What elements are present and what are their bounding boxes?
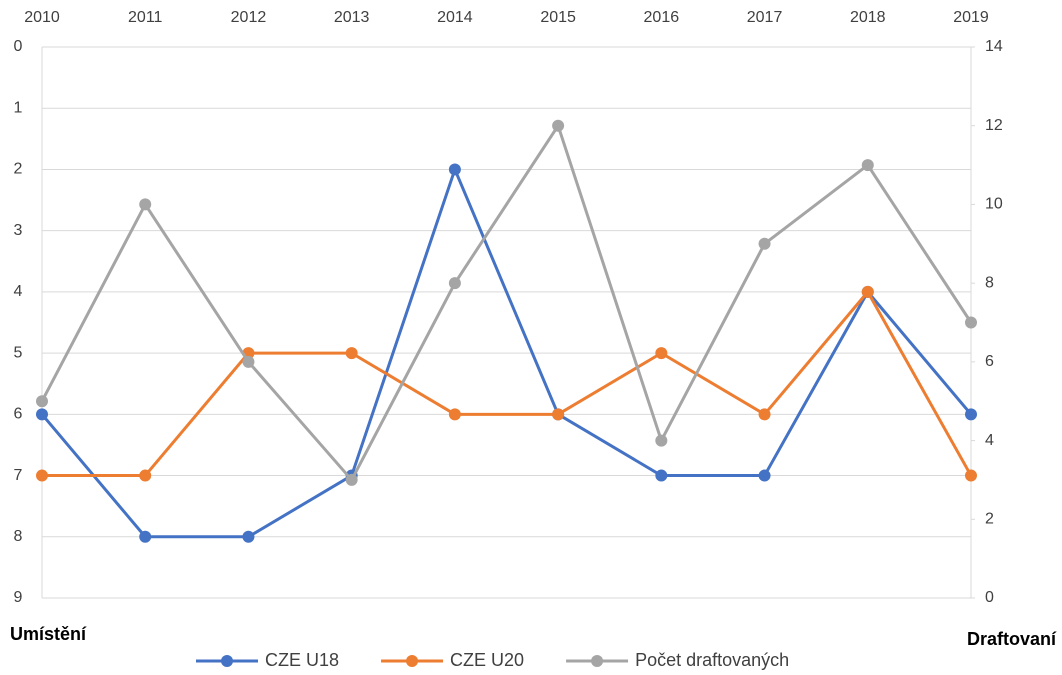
- point: [552, 408, 565, 421]
- y-tick-label: 2: [14, 161, 23, 178]
- x-tick-label: 2017: [747, 9, 783, 26]
- point: [965, 316, 977, 329]
- legend-label: Počet draftovaných: [635, 650, 789, 670]
- point: [345, 473, 358, 486]
- point: [655, 347, 668, 360]
- legend-label: CZE U18: [265, 650, 339, 670]
- legend-marker: [591, 655, 604, 667]
- point: [655, 469, 668, 482]
- point: [139, 530, 152, 543]
- point: [448, 277, 461, 290]
- point: [36, 408, 48, 421]
- x-tick-label: 2016: [644, 9, 680, 26]
- legend-marker: [221, 655, 233, 667]
- y2-tick-label: 10: [985, 196, 1003, 213]
- x-tick-label: 2010: [24, 9, 60, 26]
- point: [861, 159, 874, 172]
- y-tick-label: 7: [14, 467, 23, 484]
- y2-tick-label: 6: [985, 353, 994, 370]
- y-tick-label: 8: [14, 528, 23, 545]
- y2-tick-label: 14: [985, 38, 1003, 55]
- point: [448, 408, 461, 421]
- legend-label: CZE U20: [450, 650, 524, 670]
- point: [655, 434, 668, 447]
- y-tick-label: 5: [14, 344, 23, 361]
- series-line: [40, 167, 973, 539]
- x-tick-label: 2012: [231, 9, 267, 26]
- series-line: [42, 290, 973, 478]
- x-tick-label: 2015: [540, 9, 576, 26]
- point: [758, 469, 771, 482]
- y-tick-label: 1: [14, 99, 23, 116]
- point: [758, 408, 771, 421]
- y-tick-label: 9: [14, 589, 23, 606]
- y2-axis-title: Draftovaní: [967, 629, 1057, 649]
- point: [758, 237, 771, 250]
- point: [552, 119, 565, 132]
- x-tick-label: 2011: [128, 9, 163, 26]
- y2-tick-label: 8: [985, 274, 994, 291]
- y-axis-title: Umístění: [10, 624, 87, 644]
- y-tick-label: 0: [14, 38, 23, 55]
- x-tick-label: 2018: [850, 9, 886, 26]
- y2-tick-label: 0: [985, 589, 994, 606]
- point: [861, 285, 874, 298]
- point: [345, 347, 358, 360]
- point: [139, 469, 152, 482]
- y2-tick-label: 2: [985, 511, 994, 528]
- y-tick-label: 4: [14, 283, 23, 300]
- point: [36, 395, 48, 408]
- point: [965, 408, 977, 421]
- y2-tick-label: 12: [985, 117, 1003, 134]
- point: [36, 469, 48, 482]
- point: [139, 198, 152, 211]
- point: [965, 469, 977, 482]
- x-tick-label: 2013: [334, 9, 370, 26]
- y2-tick-label: 4: [985, 432, 994, 449]
- point: [242, 530, 255, 543]
- x-tick-label: 2014: [437, 9, 473, 26]
- series-line: [40, 124, 973, 482]
- y-tick-label: 6: [14, 406, 23, 423]
- legend-marker: [406, 655, 419, 667]
- y-tick-label: 3: [14, 222, 23, 239]
- point: [242, 355, 255, 368]
- point: [448, 163, 461, 176]
- x-tick-label: 2019: [953, 9, 989, 26]
